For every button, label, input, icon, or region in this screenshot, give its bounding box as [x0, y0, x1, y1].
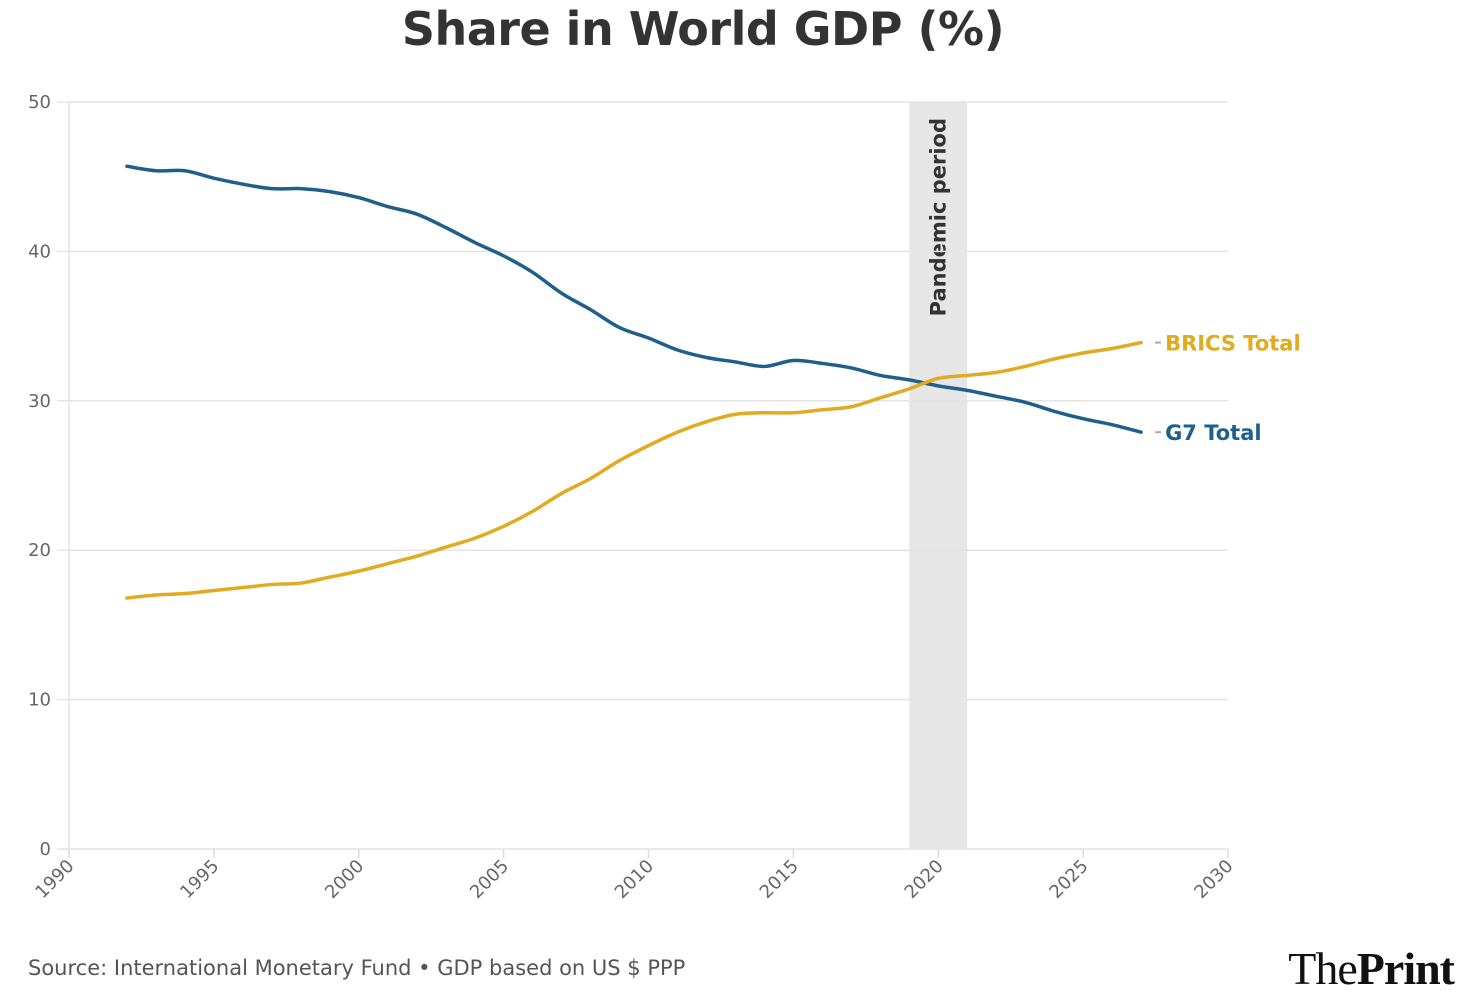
series-label-brics-total: BRICS Total	[1165, 332, 1301, 356]
y-tick-label: 40	[28, 241, 51, 262]
chart-title: Share in World GDP (%)	[401, 2, 1005, 56]
series-lines	[125, 164, 1143, 600]
gridlines	[57, 101, 1228, 857]
brand-logo-bold: Print	[1356, 943, 1455, 994]
y-tick-label: 20	[28, 540, 51, 561]
series-labels: G7 Total BRICS Total	[1155, 332, 1301, 445]
x-tick-label: 2000	[321, 856, 368, 903]
y-tick-label: 50	[28, 92, 51, 113]
x-tick-label: 1995	[176, 856, 223, 903]
x-tick-label: 2025	[1045, 856, 1092, 903]
x-tick-label: 2015	[756, 856, 803, 903]
pandemic-band-label: Pandemic period	[926, 118, 950, 316]
x-tick-label: 2010	[611, 856, 658, 903]
x-tick-label: 2030	[1190, 856, 1237, 903]
x-tick-label: 2005	[466, 856, 513, 903]
y-tick-label: 0	[40, 839, 51, 860]
brand-logo-light: The	[1288, 943, 1358, 994]
x-tick-label: 2020	[901, 856, 948, 903]
series-line-g7-total	[125, 164, 1143, 434]
pandemic-band	[909, 102, 968, 849]
y-tick-label: 10	[28, 690, 51, 711]
y-tick-label: 30	[28, 391, 51, 412]
series-label-g7-total: G7 Total	[1165, 421, 1262, 445]
source-note: Source: International Monetary Fund • GD…	[28, 956, 686, 980]
annotation-layer: Pandemic period	[909, 102, 968, 849]
series-line-brics-total	[125, 340, 1143, 600]
x-tick-label: 1990	[31, 856, 78, 903]
brand-logo: ThePrint	[1288, 942, 1455, 995]
